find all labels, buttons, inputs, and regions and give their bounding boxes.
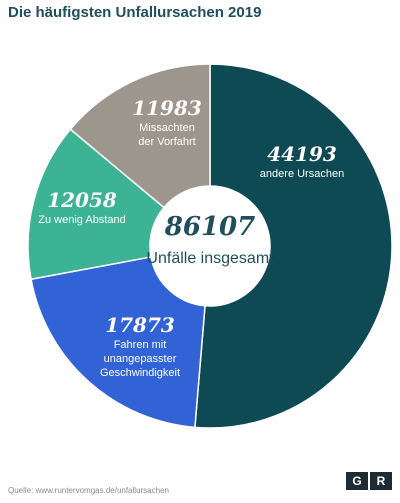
center-label: Unfälle insgesamt	[146, 250, 274, 267]
category-label: Fahren mit unangepasster Geschwindigkeit	[99, 339, 181, 379]
logo-letter: G	[346, 472, 368, 490]
category-label: Zu wenig Abstand	[38, 214, 126, 226]
center-value: 86107	[164, 212, 256, 242]
value-label: 12058	[47, 188, 117, 212]
chart-title: Die häufigsten Unfallursachen 2019	[8, 4, 262, 21]
value-label: 11983	[132, 96, 202, 120]
source: Quelle: www.runtervomgas.de/unfallursach…	[8, 486, 169, 495]
value-label: 44193	[267, 142, 337, 166]
value-label: 17873	[105, 313, 175, 337]
logo-letter: R	[370, 472, 392, 490]
donut-hole	[150, 186, 270, 306]
category-label: andere Ursachen	[259, 168, 345, 180]
category-label: Missachten der Vorfahrt	[138, 122, 196, 148]
